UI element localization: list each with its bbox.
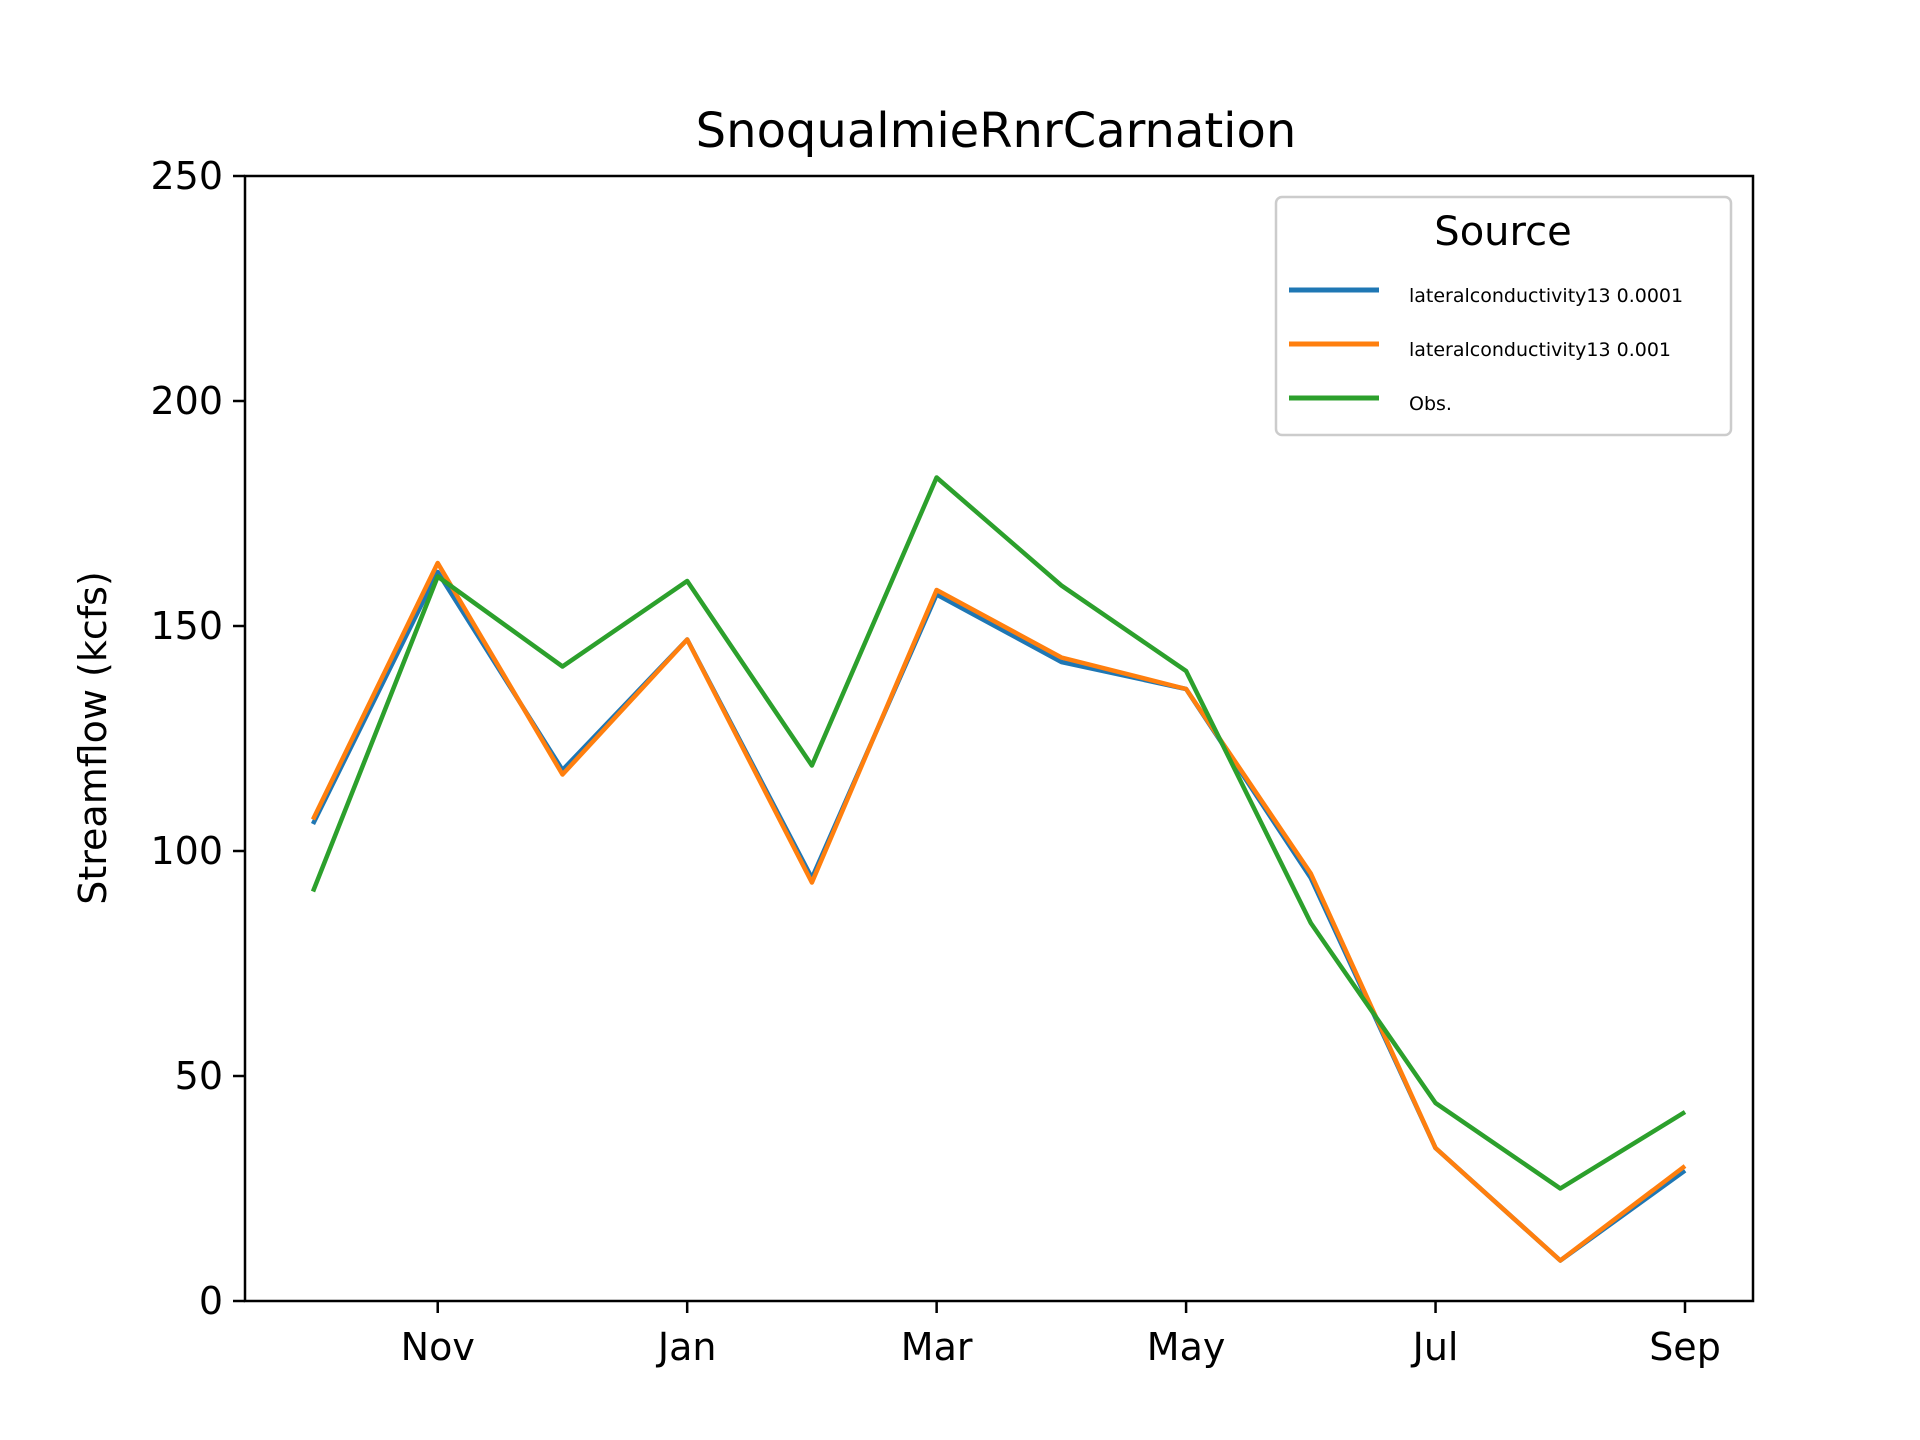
legend-label-3: Obs. — [1409, 393, 1452, 415]
y-axis: 0 50 100 150 200 250 — [150, 154, 245, 1323]
y-tick-label-1: 50 — [175, 1054, 223, 1098]
y-tick-label-0: 0 — [199, 1279, 223, 1323]
x-tick-label-0: Nov — [401, 1325, 475, 1369]
legend-label-2: lateralconductivity13 0.001 — [1409, 339, 1671, 361]
x-tick-label-1: Jan — [656, 1325, 717, 1369]
y-tick-label-2: 100 — [150, 829, 223, 873]
plot-area — [310, 475, 1687, 1263]
y-tick-label-4: 200 — [150, 379, 223, 423]
x-tick-label-4: Jul — [1411, 1325, 1459, 1369]
legend-label-1: lateralconductivity13 0.0001 — [1409, 285, 1683, 307]
x-tick-label-2: Mar — [901, 1325, 973, 1369]
x-tick-label-3: May — [1147, 1325, 1226, 1369]
y-axis-label: Streamflow (kcfs) — [71, 571, 115, 905]
plot-frame — [243, 174, 1755, 1303]
x-axis: Nov Jan Mar May Jul Sep — [401, 1301, 1721, 1369]
series-line-3 — [310, 475, 1687, 1191]
chart-title: SnoqualmieRnrCarnation — [696, 103, 1297, 159]
x-tick-label-5: Sep — [1649, 1325, 1721, 1369]
y-tick-label-5: 250 — [150, 154, 223, 198]
legend-box — [1274, 195, 1733, 437]
y-tick-label-3: 150 — [150, 604, 223, 648]
series-line-2 — [310, 560, 1687, 1263]
legend-title: Source — [1434, 209, 1571, 255]
legend: Source lateralconductivity13 0.0001 later… — [1274, 195, 1733, 437]
